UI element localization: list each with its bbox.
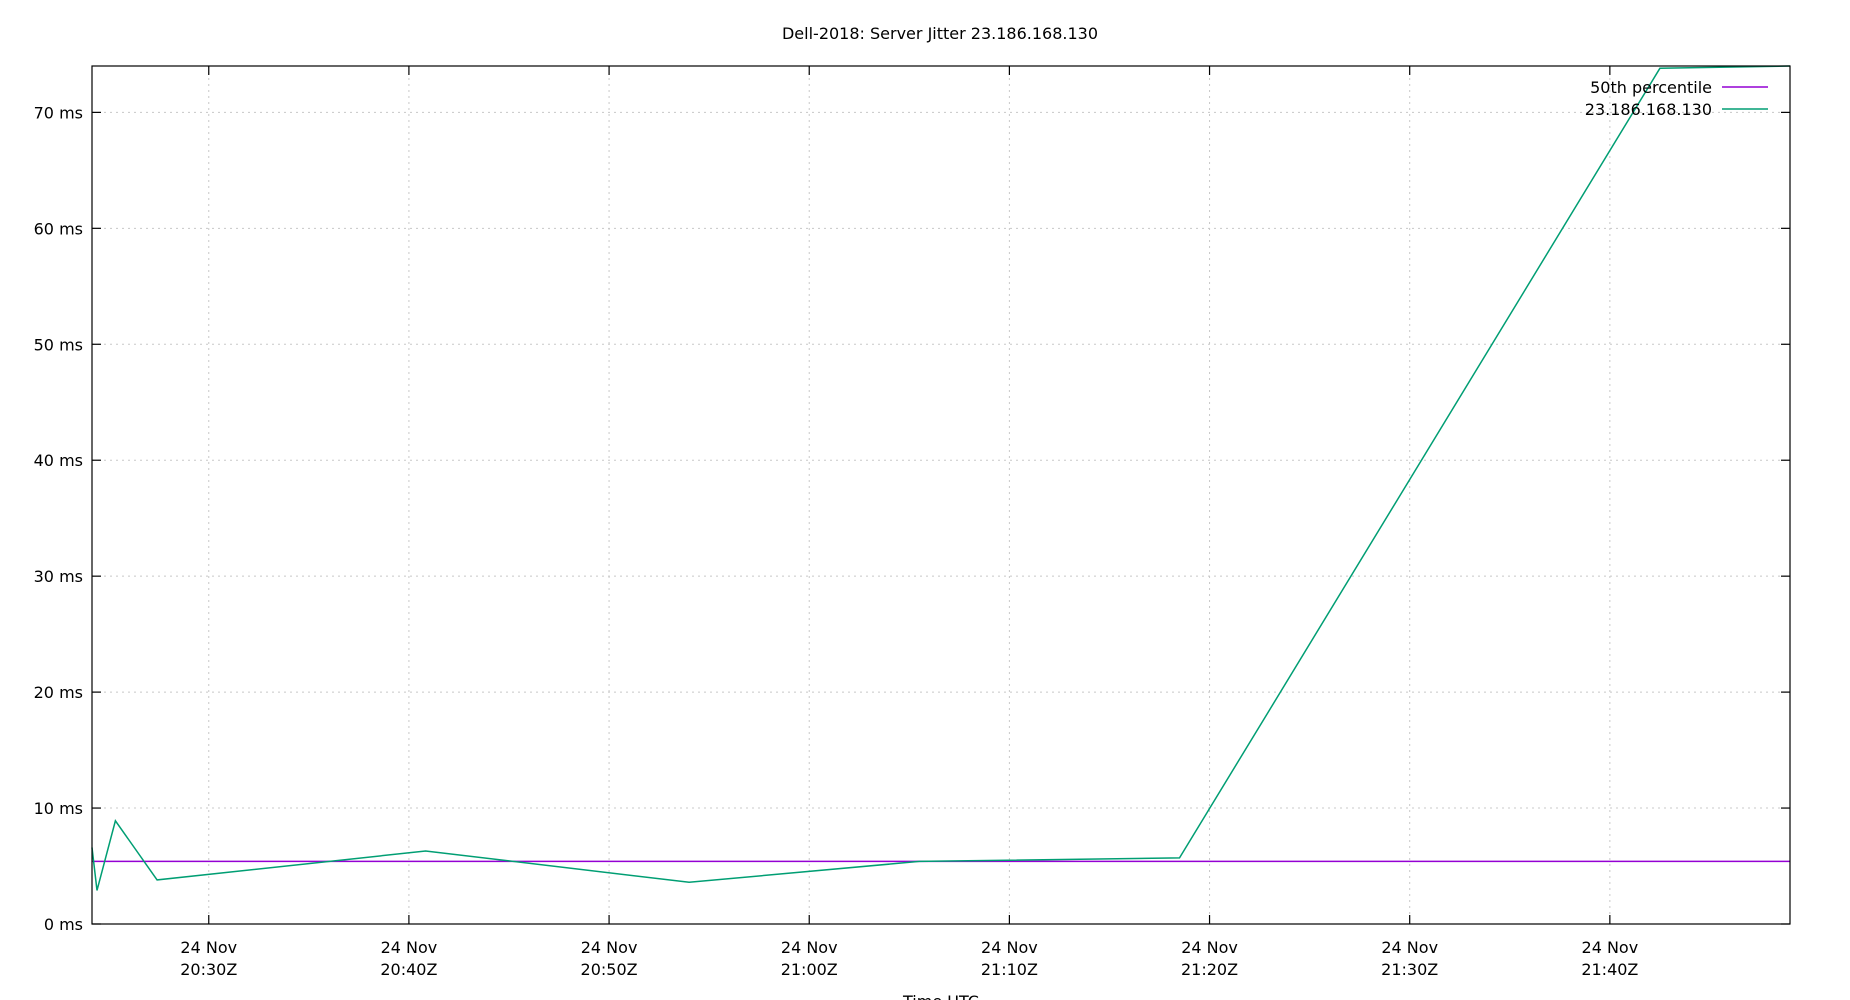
y-tick-label: 20 ms	[34, 683, 83, 702]
grid-lines	[92, 66, 1790, 924]
x-tick-label-time: 21:20Z	[1181, 960, 1238, 979]
x-axis-label: Time UTC	[902, 992, 979, 1000]
legend-label: 23.186.168.130	[1585, 100, 1712, 119]
x-tick-label-date: 24 Nov	[781, 938, 838, 957]
x-tick-label-date: 24 Nov	[1181, 938, 1238, 957]
y-tick-label: 10 ms	[34, 799, 83, 818]
x-tick-label-time: 20:40Z	[380, 960, 437, 979]
x-tick-label-date: 24 Nov	[1381, 938, 1438, 957]
plot-frame	[91, 65, 1791, 925]
plot-series	[91, 65, 1791, 891]
y-tick-label: 50 ms	[34, 335, 83, 354]
y-tick-label: 40 ms	[34, 451, 83, 470]
y-tick-label: 30 ms	[34, 567, 83, 586]
x-tick-label-date: 24 Nov	[180, 938, 237, 957]
x-tick-label-date: 24 Nov	[581, 938, 638, 957]
legend-label: 50th percentile	[1590, 78, 1712, 97]
x-tick-label-time: 21:30Z	[1381, 960, 1438, 979]
axis-ticks	[92, 66, 1790, 925]
y-tick-label: 70 ms	[34, 103, 83, 122]
x-axis-tick-labels: 24 Nov 20:30Z 24 Nov 20:40Z 24 Nov 20:50Z 24 N…	[180, 938, 1638, 979]
x-tick-label-time: 20:30Z	[180, 960, 237, 979]
x-tick-label-date: 24 Nov	[1582, 938, 1639, 957]
x-tick-label-time: 21:40Z	[1581, 960, 1638, 979]
y-tick-label: 0 ms	[44, 915, 83, 934]
legend: 50th percentile 23.186.168.130	[1585, 78, 1768, 119]
x-tick-label-time: 20:50Z	[581, 960, 638, 979]
series-line-server-jitter	[91, 65, 1791, 891]
chart-title: Dell-2018: Server Jitter 23.186.168.130	[782, 24, 1098, 43]
x-tick-label-date: 24 Nov	[981, 938, 1038, 957]
x-tick-label-time: 21:10Z	[981, 960, 1038, 979]
y-axis-tick-labels: 0 ms 10 ms 20 ms 30 ms 40 ms 50 ms 60 ms 70 ms	[34, 103, 83, 934]
x-tick-label-date: 24 Nov	[381, 938, 438, 957]
y-tick-label: 60 ms	[34, 219, 83, 238]
x-tick-label-time: 21:00Z	[781, 960, 838, 979]
